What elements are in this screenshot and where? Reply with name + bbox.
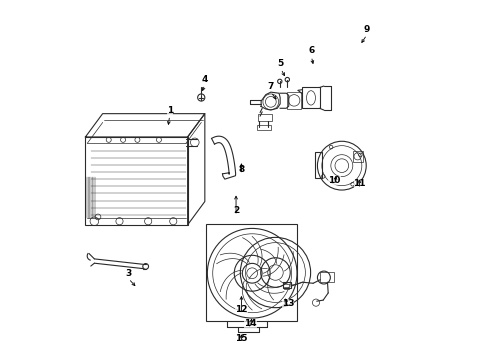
Text: 7: 7 <box>268 82 274 91</box>
Text: 10: 10 <box>328 176 341 185</box>
Text: 8: 8 <box>238 165 245 174</box>
Text: 11: 11 <box>353 179 366 188</box>
Text: 9: 9 <box>364 25 370 34</box>
Text: 1: 1 <box>167 105 173 114</box>
Bar <box>205 225 297 320</box>
Bar <box>320 272 334 282</box>
Bar <box>287 92 301 109</box>
Bar <box>315 152 322 178</box>
Bar <box>283 282 291 288</box>
Text: 3: 3 <box>125 269 132 278</box>
Text: 13: 13 <box>282 299 294 308</box>
Bar <box>85 137 188 225</box>
Bar <box>257 126 271 130</box>
Text: 15: 15 <box>235 334 247 343</box>
Text: 2: 2 <box>233 206 239 215</box>
Text: 14: 14 <box>244 319 257 328</box>
Bar <box>285 287 290 289</box>
Text: 4: 4 <box>202 75 208 84</box>
Bar <box>302 87 319 108</box>
Text: 5: 5 <box>278 59 284 68</box>
Bar <box>258 114 272 121</box>
Text: 6: 6 <box>308 46 315 55</box>
Bar <box>353 150 363 162</box>
Text: 12: 12 <box>235 305 247 314</box>
